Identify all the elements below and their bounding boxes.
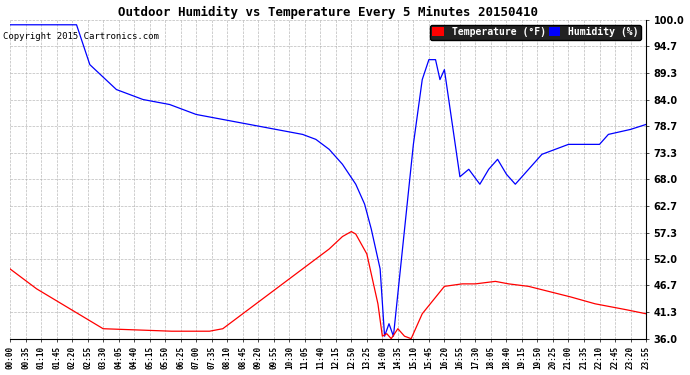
Text: Copyright 2015 Cartronics.com: Copyright 2015 Cartronics.com: [3, 32, 159, 41]
Title: Outdoor Humidity vs Temperature Every 5 Minutes 20150410: Outdoor Humidity vs Temperature Every 5 …: [118, 6, 538, 19]
Legend: Temperature (°F), Humidity (%): Temperature (°F), Humidity (%): [430, 25, 641, 39]
